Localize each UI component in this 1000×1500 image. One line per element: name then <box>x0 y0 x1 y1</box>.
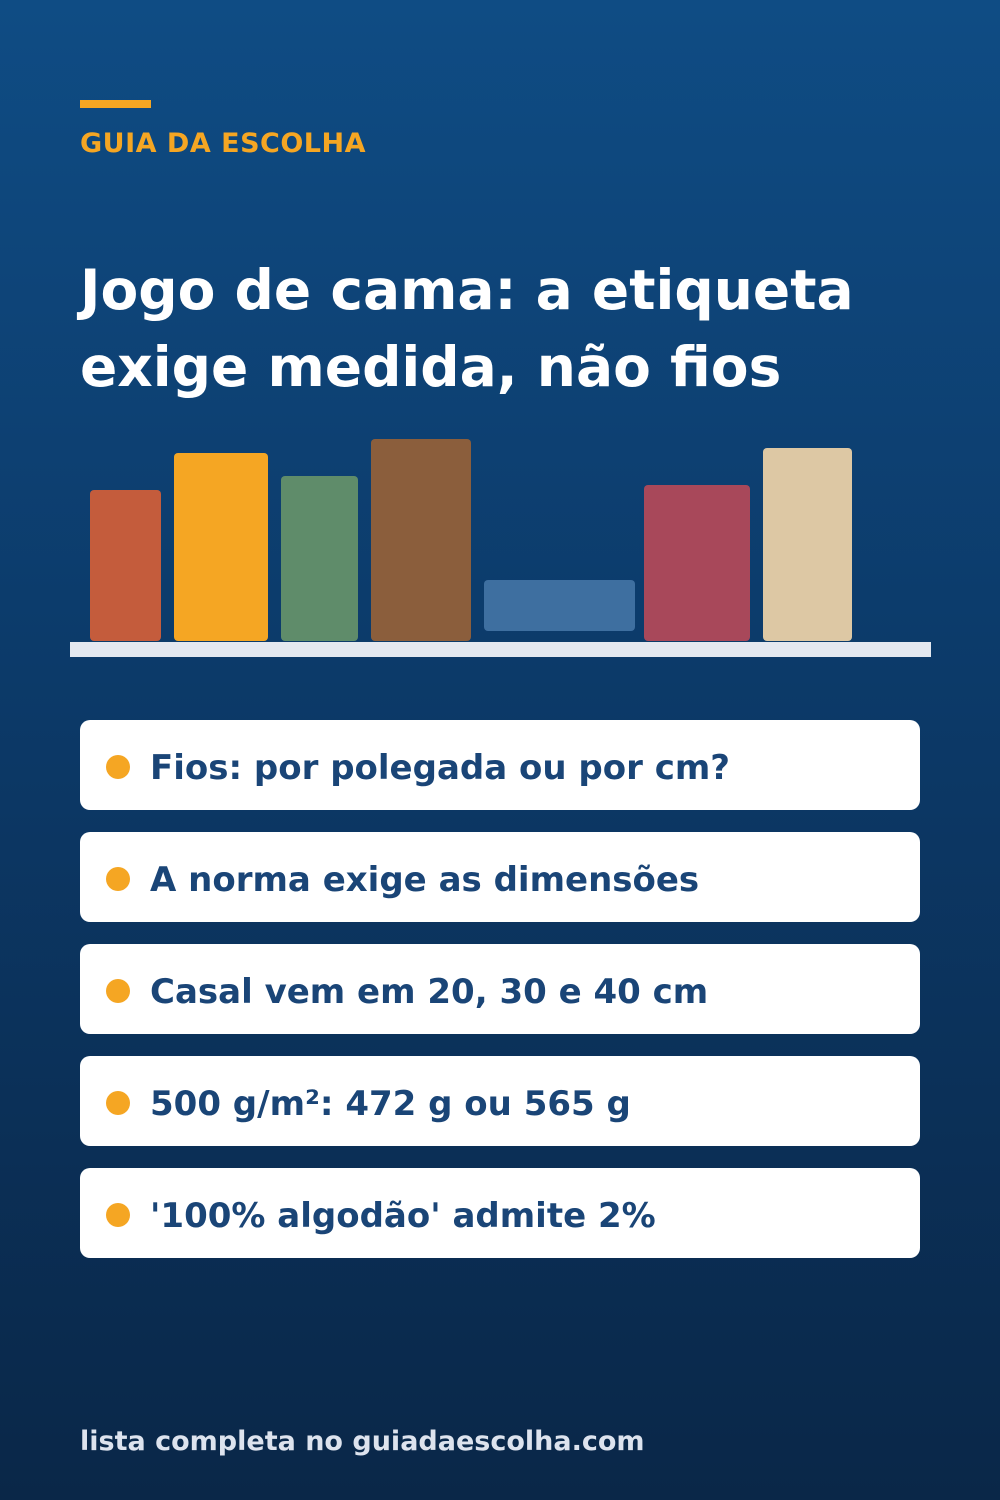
page-title: Jogo de cama: a etiqueta exige medida, n… <box>80 252 940 406</box>
bullet-icon <box>106 979 130 1003</box>
list-item: Fios: por polegada ou por cm? <box>80 720 920 810</box>
list-item: A norma exige as dimensões <box>80 832 920 922</box>
bullet-icon <box>106 867 130 891</box>
list-item-text: Fios: por polegada ou por cm? <box>150 748 731 788</box>
bullet-icon <box>106 1091 130 1115</box>
brand-label: GUIA DA ESCOLHA <box>80 128 366 159</box>
list-item-text: A norma exige as dimensões <box>150 860 700 900</box>
list-item-text: '100% algodão' admite 2% <box>150 1196 656 1236</box>
shelf <box>70 642 931 657</box>
list-item: '100% algodão' admite 2% <box>80 1168 920 1258</box>
footer-link-text: lista completa no guiadaescolha.com <box>80 1426 645 1457</box>
linen-block-7 <box>763 448 852 641</box>
title-line-2: exige medida, não fios <box>80 335 782 399</box>
list-item-text: 500 g/m²: 472 g ou 565 g <box>150 1084 631 1124</box>
list-item-text: Casal vem em 20, 30 e 40 cm <box>150 972 709 1012</box>
accent-bar <box>80 100 151 108</box>
bullet-icon <box>106 1203 130 1227</box>
linen-block-6 <box>644 485 750 641</box>
linen-block-2 <box>174 453 268 641</box>
linen-block-1 <box>90 490 161 641</box>
title-line-1: Jogo de cama: a etiqueta <box>80 258 854 322</box>
linen-stack-illustration <box>90 439 852 641</box>
bullet-icon <box>106 755 130 779</box>
list-item: Casal vem em 20, 30 e 40 cm <box>80 944 920 1034</box>
list-item: 500 g/m²: 472 g ou 565 g <box>80 1056 920 1146</box>
linen-block-5 <box>484 580 635 631</box>
linen-block-4 <box>371 439 471 641</box>
linen-block-3 <box>281 476 358 641</box>
